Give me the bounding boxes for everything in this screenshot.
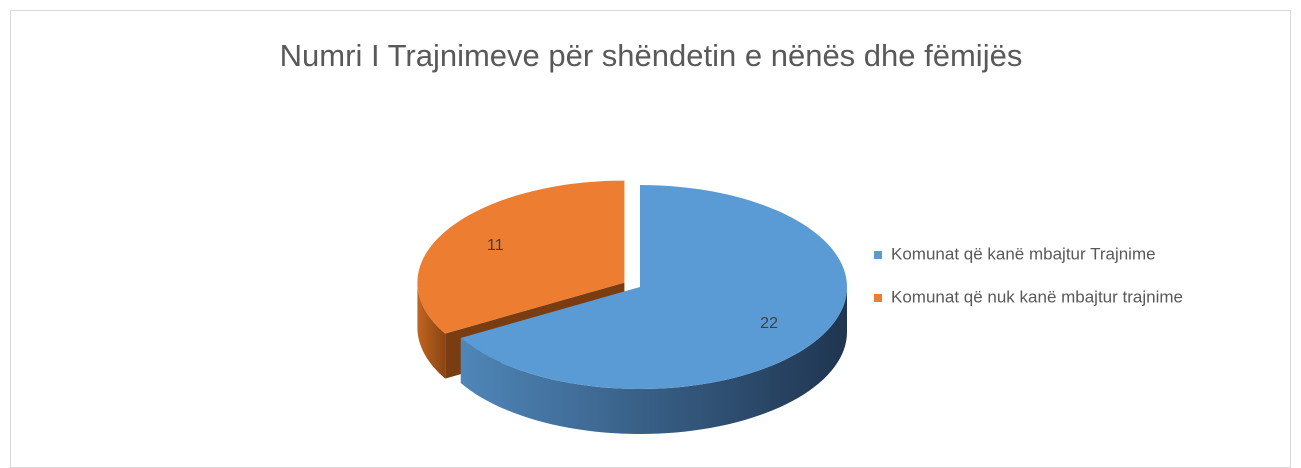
legend-swatch bbox=[874, 251, 882, 259]
data-label: 11 bbox=[487, 237, 504, 254]
legend-label: Komunat që kanë mbajtur Trajnime bbox=[891, 244, 1156, 263]
legend-swatch bbox=[874, 294, 882, 302]
chart-title: Numri I Trajnimeve për shëndetin e nënës… bbox=[280, 38, 1023, 73]
pie-slice bbox=[417, 180, 625, 334]
legend-label: Komunat që nuk kanë mbajtur trajnime bbox=[891, 287, 1183, 306]
pie-slice bbox=[460, 185, 847, 389]
pie-side bbox=[460, 287, 847, 434]
pie-side bbox=[417, 282, 446, 379]
data-label: 22 bbox=[760, 315, 778, 332]
